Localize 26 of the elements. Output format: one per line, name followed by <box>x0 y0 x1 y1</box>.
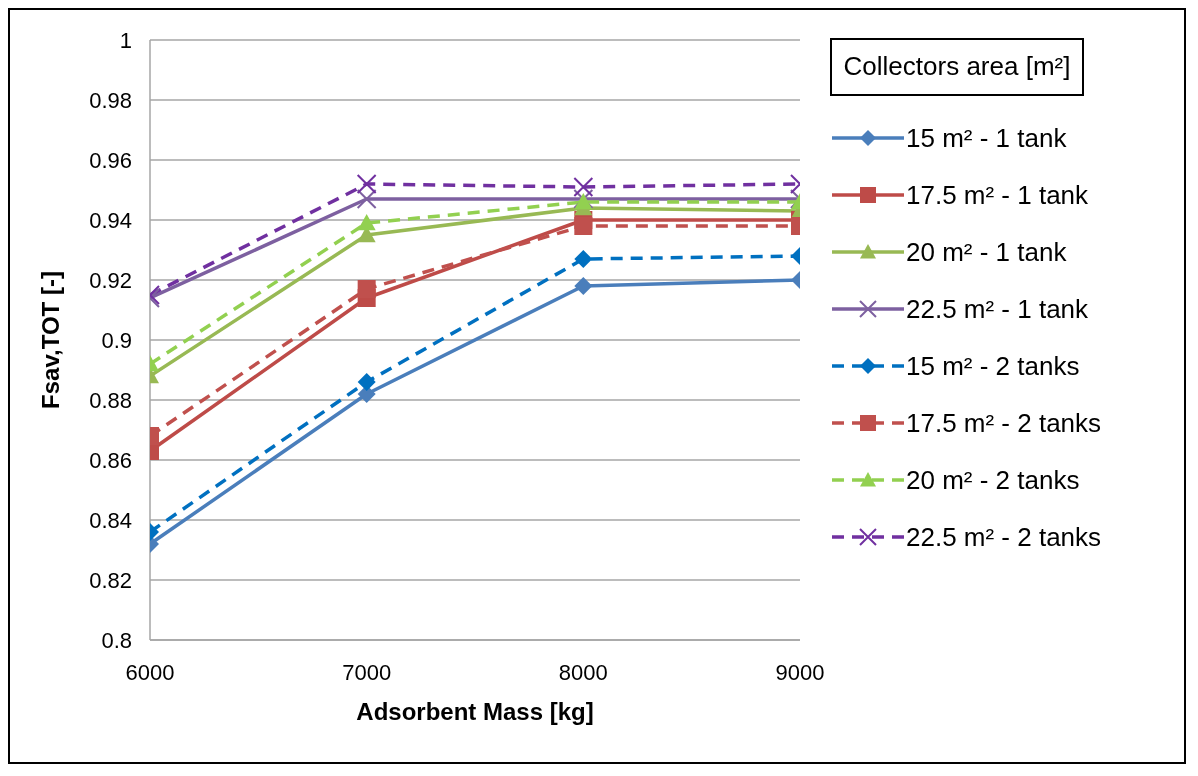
y-tick-label: 0.94 <box>89 207 132 233</box>
y-tick-label: 0.84 <box>89 507 132 533</box>
y-tick-label: 0.86 <box>89 447 132 473</box>
legend-label: 17.5 m² - 2 tanks <box>906 407 1102 439</box>
y-tick-label: 0.98 <box>89 87 132 113</box>
legend-label: 20 m² - 2 tanks <box>906 464 1080 496</box>
x-tick-label: 9000 <box>775 659 825 685</box>
x-tick-label: 6000 <box>125 659 175 685</box>
y-tick-label: 0.9 <box>101 327 132 353</box>
legend-label: 15 m² - 1 tank <box>906 122 1067 154</box>
legend-label: 15 m² - 2 tanks <box>906 350 1080 382</box>
y-axis-title: Fsav,TOT [-] <box>36 271 64 409</box>
legend-label: 22.5 m² - 1 tank <box>906 293 1089 325</box>
y-tick-label: 0.88 <box>89 387 132 413</box>
y-tick-label: 0.82 <box>89 567 132 593</box>
x-axis-title: Adsorbent Mass [kg] <box>356 698 594 725</box>
x-tick-label: 8000 <box>558 659 608 685</box>
y-tick-label: 0.8 <box>101 627 132 653</box>
y-tick-label: 1 <box>119 27 132 53</box>
legend-title: Collectors area [m²] <box>830 38 1084 96</box>
y-tick-label: 0.96 <box>89 147 132 173</box>
legend-label: 22.5 m² - 2 tanks <box>906 521 1102 553</box>
legend-label: 17.5 m² - 1 tank <box>906 179 1089 211</box>
x-tick-label: 7000 <box>342 659 392 685</box>
y-tick-label: 0.92 <box>89 267 132 293</box>
legend-label: 20 m² - 1 tank <box>906 236 1067 268</box>
